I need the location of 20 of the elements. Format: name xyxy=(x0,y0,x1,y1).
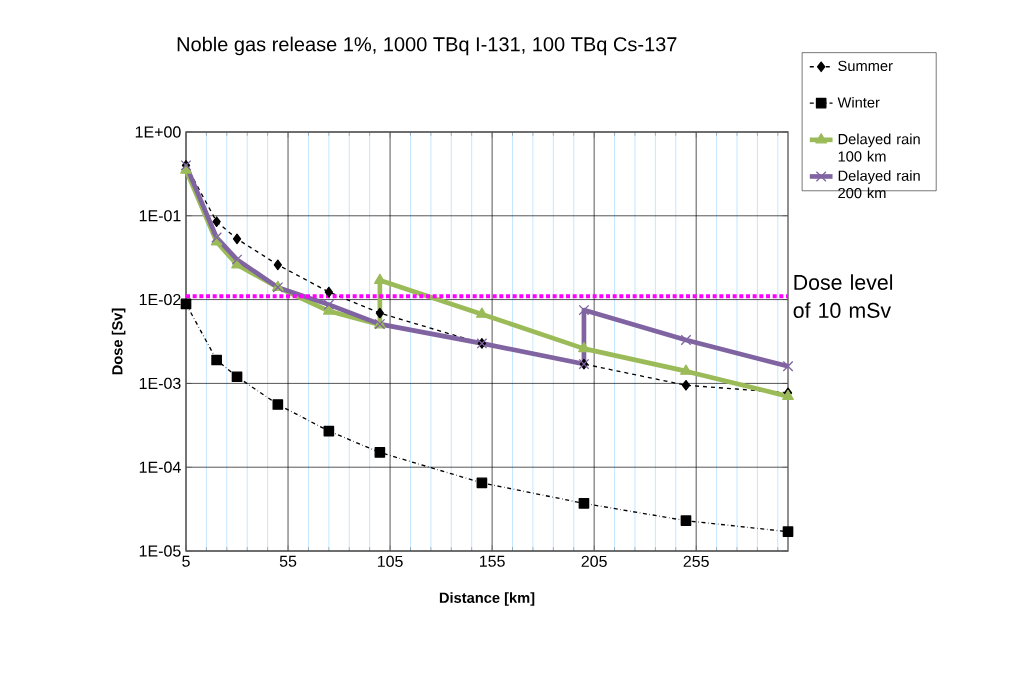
x-tick-label: 105 xyxy=(377,555,403,568)
y-tick-label: 1E-04 xyxy=(139,461,181,473)
x-tick-label: 5 xyxy=(182,555,190,567)
x-tick-label: 55 xyxy=(279,555,297,567)
x-axis-title: Distance [km] xyxy=(439,592,535,606)
y-tick-label: 1E-02 xyxy=(139,293,181,306)
y-axis-title: Dose [Sv] xyxy=(111,308,126,375)
legend-label: Delayed rain 200 km xyxy=(838,170,920,199)
y-tick-label: 1E+00 xyxy=(135,126,181,138)
y-tick-label: 1E-05 xyxy=(139,545,181,557)
y-tick-label: 1E-01 xyxy=(139,210,181,222)
legend-label: Winter xyxy=(837,96,880,108)
x-tick-label: 255 xyxy=(683,555,709,568)
ref-line-label: Dose level of 10 mSv xyxy=(793,274,893,318)
legend-label: Summer xyxy=(838,60,893,72)
x-tick-label: 205 xyxy=(581,555,607,568)
chart-title: Noble gas release 1%, 1000 TBq I-131, 100 TBq Cs-137 xyxy=(177,36,677,56)
x-tick-label: 155 xyxy=(479,555,505,567)
legend-label: Delayed rain 100 km xyxy=(838,133,920,162)
y-tick-label: 1E-03 xyxy=(139,377,181,390)
